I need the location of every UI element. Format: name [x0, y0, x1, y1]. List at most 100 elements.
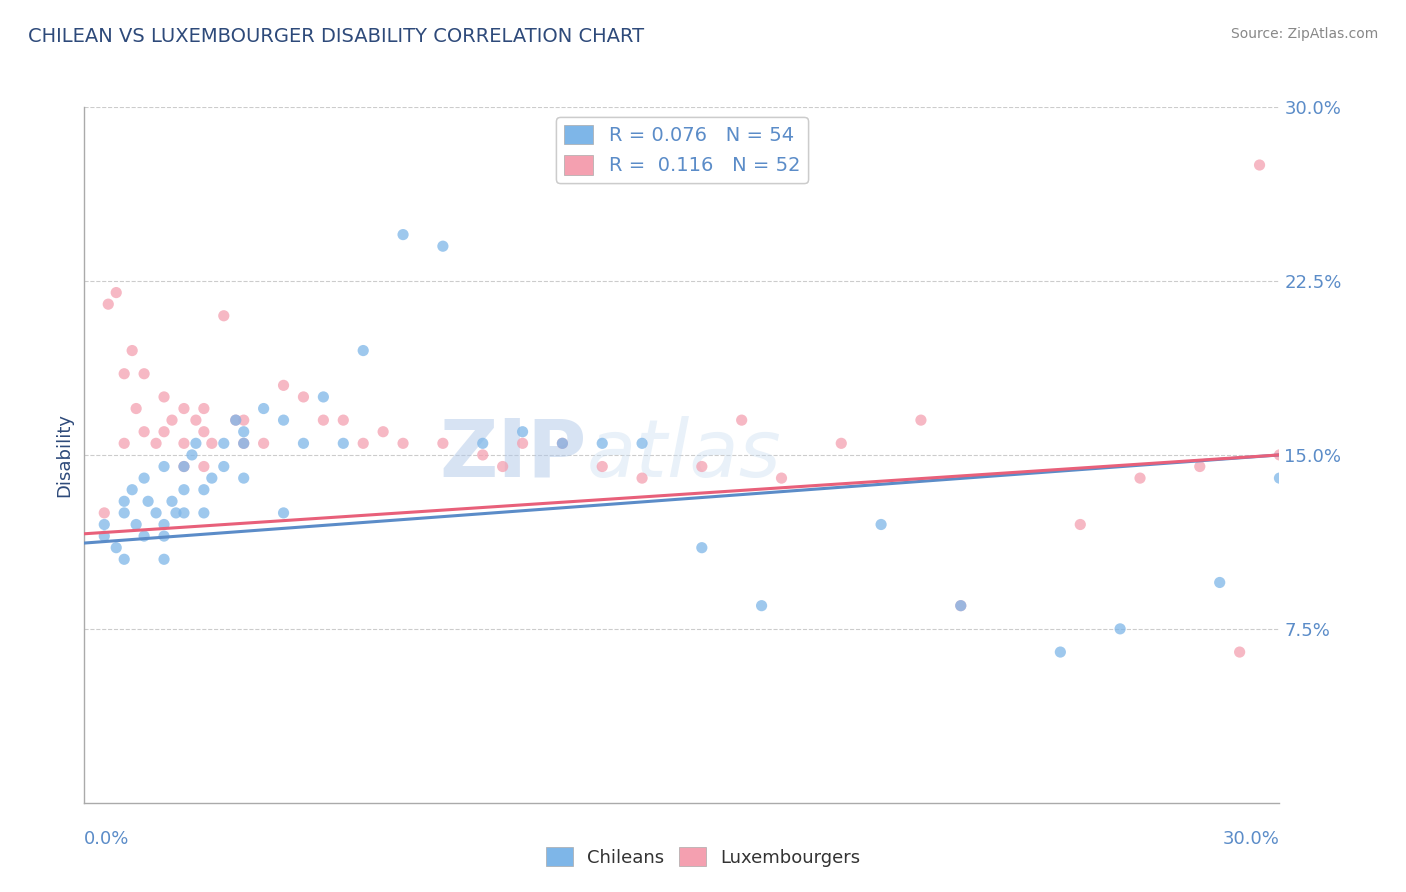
- Point: [292, 390, 315, 404]
- Point: [232, 413, 254, 427]
- Point: [93, 506, 115, 520]
- Point: [165, 506, 187, 520]
- Point: [690, 459, 713, 474]
- Point: [201, 436, 224, 450]
- Y-axis label: Disability: Disability: [55, 413, 73, 497]
- Point: [173, 506, 195, 520]
- Point: [93, 529, 115, 543]
- Point: [1069, 517, 1091, 532]
- Point: [132, 471, 156, 485]
- Point: [1268, 448, 1291, 462]
- Point: [105, 285, 128, 300]
- Point: [184, 436, 207, 450]
- Point: [432, 436, 454, 450]
- Point: [184, 413, 207, 427]
- Point: [471, 436, 494, 450]
- Point: [232, 471, 254, 485]
- Point: [551, 436, 574, 450]
- Point: [160, 494, 183, 508]
- Point: [153, 552, 176, 566]
- Point: [125, 401, 148, 416]
- Point: [1229, 645, 1251, 659]
- Point: [910, 413, 932, 427]
- Text: Source: ZipAtlas.com: Source: ZipAtlas.com: [1230, 27, 1378, 41]
- Point: [690, 541, 713, 555]
- Point: [112, 436, 135, 450]
- Point: [751, 599, 773, 613]
- Point: [105, 541, 128, 555]
- Point: [273, 506, 295, 520]
- Point: [591, 436, 613, 450]
- Point: [121, 343, 143, 358]
- Point: [631, 436, 654, 450]
- Point: [212, 309, 235, 323]
- Point: [136, 494, 159, 508]
- Point: [201, 471, 224, 485]
- Point: [949, 599, 972, 613]
- Point: [193, 401, 215, 416]
- Point: [471, 448, 494, 462]
- Point: [512, 425, 534, 439]
- Point: [121, 483, 143, 497]
- Point: [1268, 471, 1291, 485]
- Point: [173, 459, 195, 474]
- Point: [153, 529, 176, 543]
- Point: [193, 425, 215, 439]
- Point: [173, 483, 195, 497]
- Point: [551, 436, 574, 450]
- Point: [1109, 622, 1132, 636]
- Point: [173, 436, 195, 450]
- Point: [160, 413, 183, 427]
- Point: [253, 436, 276, 450]
- Point: [492, 459, 515, 474]
- Point: [232, 425, 254, 439]
- Point: [770, 471, 793, 485]
- Point: [292, 436, 315, 450]
- Point: [112, 552, 135, 566]
- Point: [512, 436, 534, 450]
- Text: 30.0%: 30.0%: [1223, 830, 1279, 847]
- Point: [93, 517, 115, 532]
- Legend: Chileans, Luxembourgers: Chileans, Luxembourgers: [538, 840, 868, 874]
- Point: [173, 459, 195, 474]
- Point: [212, 459, 235, 474]
- Point: [145, 436, 167, 450]
- Point: [731, 413, 754, 427]
- Text: ZIP: ZIP: [439, 416, 586, 494]
- Point: [352, 343, 374, 358]
- Point: [125, 517, 148, 532]
- Point: [112, 506, 135, 520]
- Point: [352, 436, 374, 450]
- Point: [232, 436, 254, 450]
- Point: [132, 367, 156, 381]
- Legend: R = 0.076   N = 54, R =  0.116   N = 52: R = 0.076 N = 54, R = 0.116 N = 52: [555, 117, 808, 183]
- Point: [132, 529, 156, 543]
- Point: [392, 227, 415, 242]
- Point: [112, 367, 135, 381]
- Point: [132, 425, 156, 439]
- Point: [97, 297, 120, 311]
- Point: [232, 436, 254, 450]
- Point: [180, 448, 202, 462]
- Point: [631, 471, 654, 485]
- Point: [312, 413, 335, 427]
- Point: [432, 239, 454, 253]
- Point: [273, 413, 295, 427]
- Point: [112, 494, 135, 508]
- Point: [153, 425, 176, 439]
- Point: [392, 436, 415, 450]
- Point: [870, 517, 893, 532]
- Point: [1249, 158, 1271, 172]
- Point: [212, 436, 235, 450]
- Point: [193, 483, 215, 497]
- Text: CHILEAN VS LUXEMBOURGER DISABILITY CORRELATION CHART: CHILEAN VS LUXEMBOURGER DISABILITY CORRE…: [28, 27, 644, 45]
- Point: [332, 436, 354, 450]
- Point: [193, 506, 215, 520]
- Point: [332, 413, 354, 427]
- Point: [193, 459, 215, 474]
- Point: [253, 401, 276, 416]
- Point: [1188, 459, 1211, 474]
- Point: [591, 459, 613, 474]
- Point: [153, 517, 176, 532]
- Point: [1049, 645, 1071, 659]
